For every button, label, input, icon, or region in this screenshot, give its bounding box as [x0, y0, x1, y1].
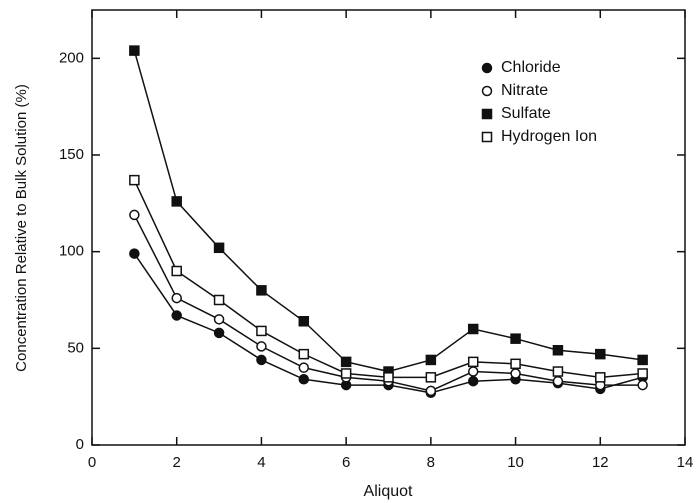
marker: [383, 372, 394, 383]
marker: [510, 333, 521, 344]
legend-label: Sulfate: [501, 105, 551, 122]
marker: [637, 379, 648, 391]
marker: [467, 356, 479, 368]
marker: [510, 358, 521, 370]
plot-frame: [91, 9, 686, 446]
marker: [129, 209, 140, 221]
x-tick-label: 4: [257, 454, 265, 471]
marker: [256, 285, 267, 296]
marker: [467, 375, 479, 387]
x-tick-label: 2: [173, 454, 181, 471]
series-line: [133, 50, 643, 373]
marker: [552, 375, 564, 387]
marker: [298, 374, 310, 385]
marker: [213, 294, 225, 306]
marker: [340, 356, 352, 368]
legend-label: Nitrate: [501, 82, 548, 99]
marker: [213, 327, 225, 339]
marker: [340, 368, 352, 379]
marker: [129, 174, 140, 186]
x-tick-label: 0: [88, 454, 96, 471]
y-tick-label: 200: [59, 49, 84, 66]
y-axis-label: Concentration Relative to Bulk Solution …: [13, 84, 30, 372]
marker: [510, 368, 521, 379]
marker: [256, 325, 267, 337]
marker: [467, 323, 479, 335]
marker: [595, 372, 606, 383]
marker: [637, 354, 648, 366]
marker: [171, 265, 182, 277]
marker: [213, 314, 225, 325]
marker: [467, 366, 479, 377]
legend-marker: [481, 85, 493, 97]
marker: [298, 348, 310, 360]
y-tick-label: 100: [59, 243, 84, 260]
series-line: [133, 214, 643, 392]
x-tick-label: 10: [507, 454, 524, 471]
x-tick-label: 8: [427, 454, 435, 471]
legend-label: Hydrogen Ion: [501, 128, 597, 145]
marker: [425, 385, 437, 397]
marker: [171, 310, 182, 321]
marker: [129, 248, 140, 259]
marker: [213, 242, 225, 254]
legend-label: Chloride: [501, 59, 561, 76]
y-tick-label: 0: [76, 436, 84, 453]
marker: [171, 196, 182, 207]
marker: [298, 362, 310, 373]
marker: [298, 316, 310, 327]
x-axis-label: Aliquot: [364, 483, 413, 500]
marker: [129, 45, 140, 56]
marker: [256, 354, 267, 366]
marker: [552, 366, 564, 377]
marker: [171, 292, 182, 304]
x-tick-label: 14: [677, 454, 694, 471]
legend-marker: [481, 108, 493, 120]
series-line: [133, 179, 643, 379]
marker: [637, 368, 648, 379]
legend-marker: [481, 62, 493, 74]
legend-marker: [481, 131, 493, 143]
marker: [256, 341, 267, 352]
x-tick-label: 6: [342, 454, 350, 471]
y-tick-label: 50: [67, 339, 84, 356]
marker: [425, 372, 437, 383]
marker: [595, 348, 606, 360]
x-tick-label: 12: [592, 454, 609, 471]
y-tick-label: 150: [59, 146, 84, 163]
marker: [425, 354, 437, 366]
marker: [552, 345, 564, 356]
